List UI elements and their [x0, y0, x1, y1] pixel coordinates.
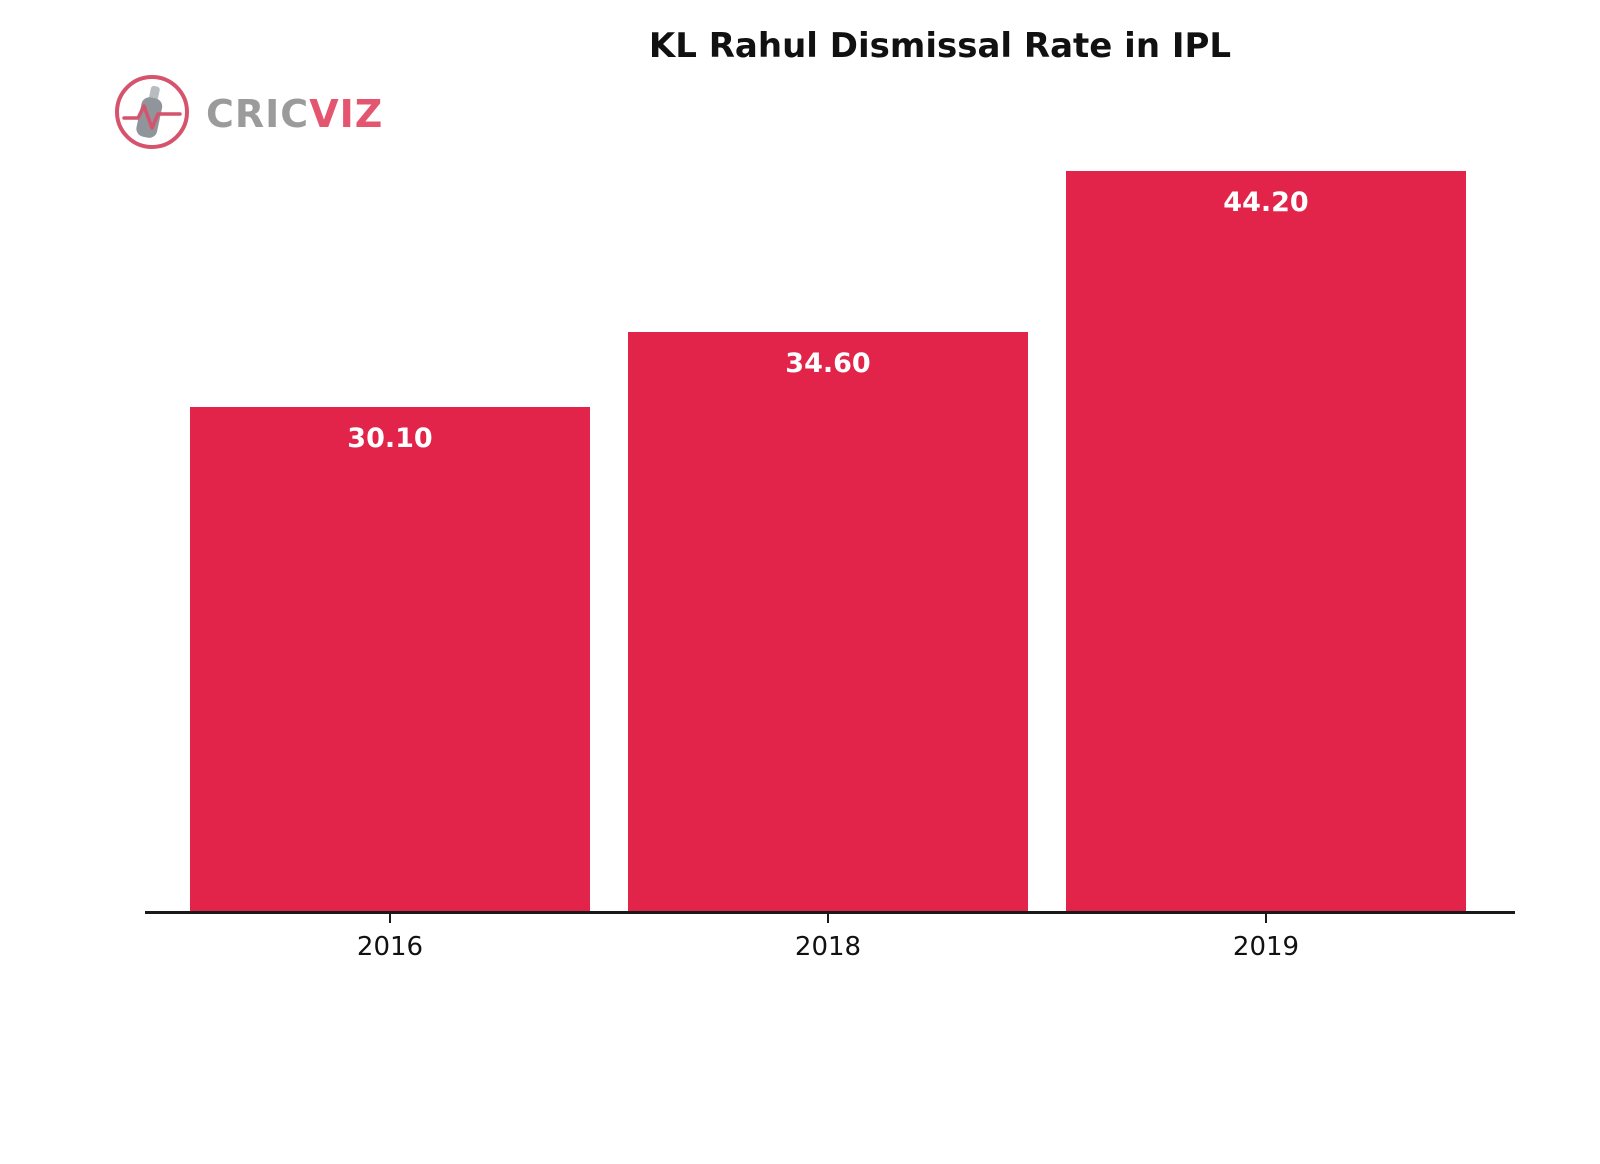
x-axis-tick: [1265, 914, 1267, 923]
x-axis-tick: [389, 914, 391, 923]
x-axis-label: 2019: [1232, 932, 1300, 962]
x-axis-label: 2018: [794, 932, 862, 962]
x-axis-line: [145, 911, 1515, 914]
bar-value-label: 30.10: [347, 423, 433, 454]
bar-2018: 34.60: [628, 332, 1028, 911]
x-axis-label: 2016: [356, 932, 424, 962]
bar-value-label: 44.20: [1223, 187, 1309, 218]
cricviz-bat-icon: [112, 72, 192, 156]
plot-area: 30.10 34.60 44.20: [145, 171, 1515, 911]
cricviz-logo: CRICVIZ: [112, 72, 383, 156]
logo-text-viz: VIZ: [309, 92, 384, 136]
cricviz-logo-text: CRICVIZ: [206, 95, 383, 133]
bar-2019: 44.20: [1066, 171, 1466, 911]
chart-title: KL Rahul Dismissal Rate in IPL: [648, 26, 1232, 66]
bar-value-label: 34.60: [785, 348, 871, 379]
bar-2016: 30.10: [190, 407, 590, 911]
x-axis-tick: [827, 914, 829, 923]
logo-text-cric: CRIC: [206, 92, 310, 136]
